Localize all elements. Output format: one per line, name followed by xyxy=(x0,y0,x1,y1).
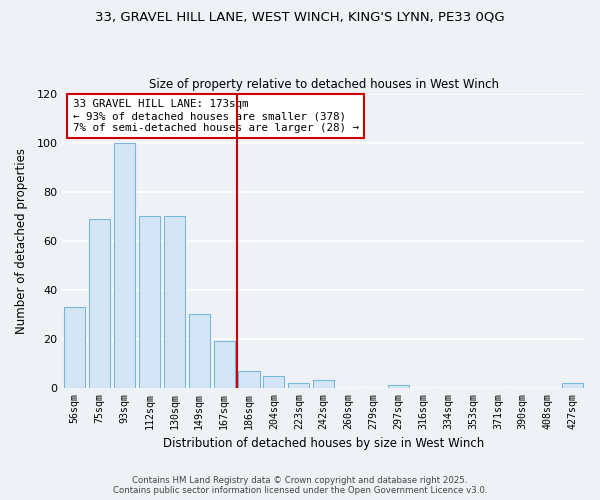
Bar xyxy=(64,307,85,388)
Bar xyxy=(114,142,135,388)
Bar xyxy=(388,386,409,388)
Bar xyxy=(562,383,583,388)
Bar xyxy=(139,216,160,388)
Text: 33, GRAVEL HILL LANE, WEST WINCH, KING'S LYNN, PE33 0QG: 33, GRAVEL HILL LANE, WEST WINCH, KING'S… xyxy=(95,10,505,23)
Title: Size of property relative to detached houses in West Winch: Size of property relative to detached ho… xyxy=(149,78,499,91)
Bar xyxy=(214,341,235,388)
Bar xyxy=(188,314,210,388)
Text: 33 GRAVEL HILL LANE: 173sqm
← 93% of detached houses are smaller (378)
7% of sem: 33 GRAVEL HILL LANE: 173sqm ← 93% of det… xyxy=(73,100,359,132)
Bar xyxy=(313,380,334,388)
X-axis label: Distribution of detached houses by size in West Winch: Distribution of detached houses by size … xyxy=(163,437,484,450)
Bar xyxy=(238,370,260,388)
Bar xyxy=(263,376,284,388)
Text: Contains HM Land Registry data © Crown copyright and database right 2025.
Contai: Contains HM Land Registry data © Crown c… xyxy=(113,476,487,495)
Bar xyxy=(288,383,310,388)
Bar xyxy=(164,216,185,388)
Y-axis label: Number of detached properties: Number of detached properties xyxy=(15,148,28,334)
Bar xyxy=(89,218,110,388)
